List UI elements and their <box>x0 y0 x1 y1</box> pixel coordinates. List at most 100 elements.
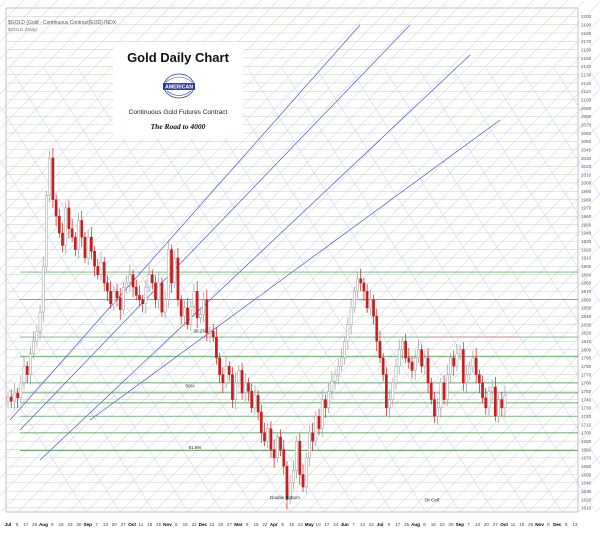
y-tick-label-46: 2070 <box>581 122 592 127</box>
y-tick-label-21: 1820 <box>581 331 592 336</box>
x-tick-label-43: 9 <box>388 522 391 527</box>
candle-body-67 <box>221 374 225 384</box>
candle-body-42 <box>141 299 145 304</box>
fan-line-down-18 <box>417 67 600 358</box>
candle-body-24 <box>83 236 87 259</box>
candle-body-64 <box>211 330 215 338</box>
fan-line-up-58 <box>391 298 600 513</box>
x-tick-label-10: 7 <box>95 522 98 527</box>
candle-body-129 <box>420 349 423 367</box>
candle-body-147 <box>477 374 481 384</box>
x-tick-label-16: 18 <box>147 522 153 527</box>
candle-body-149 <box>484 397 488 409</box>
candle-body-57 <box>189 305 193 325</box>
x-tick-label-17: 25 <box>156 522 162 527</box>
y-tick-label-50: 2110 <box>581 89 591 94</box>
x-tick-label-19: 8 <box>175 522 178 527</box>
y-tick-label-12: 1730 <box>581 406 592 411</box>
candle-body-100 <box>327 390 330 409</box>
x-tick-label-33: 22 <box>298 522 304 527</box>
fan-line-up-49 <box>238 140 600 513</box>
candle-body-116 <box>378 340 382 359</box>
candle-body-80 <box>263 432 266 442</box>
y-tick-label-41: 2020 <box>581 164 592 169</box>
candle-body-2 <box>13 392 16 402</box>
candle-body-18 <box>64 207 68 246</box>
candle-body-0 <box>6 396 10 403</box>
candle-body-85 <box>279 436 282 450</box>
x-tick-label-59: 25 <box>528 522 534 527</box>
fan-line-up-55 <box>340 245 600 513</box>
candle-body-112 <box>365 290 369 309</box>
candle-body-126 <box>410 361 414 371</box>
candle-body-66 <box>218 357 221 375</box>
y-tick-label-51: 2120 <box>581 81 592 86</box>
x-tick-label-40: 14 <box>360 522 366 527</box>
x-tick-label-64: 13 <box>572 522 578 527</box>
x-tick-label-38: Jun <box>341 522 349 527</box>
candle-body-30 <box>102 261 106 284</box>
candle-body-10 <box>38 311 42 332</box>
candle-body-19 <box>67 207 71 230</box>
fan-line-up-5 <box>0 0 11 512</box>
candle-body-143 <box>465 374 468 384</box>
x-tick-label-12: 20 <box>112 522 118 527</box>
fan-dark-line-2 <box>39 54 471 461</box>
y-tick-label-24: 1850 <box>581 306 592 311</box>
y-tick-label-42: 2030 <box>581 156 592 161</box>
candle-body-110 <box>359 278 363 284</box>
candle-body-59 <box>195 290 199 319</box>
y-tick-label-17: 1780 <box>581 364 592 369</box>
candle-body-102 <box>333 374 337 382</box>
fan-dark-line-0 <box>9 24 361 421</box>
y-tick-label-43: 2040 <box>581 147 592 152</box>
x-tick-label-35: 10 <box>316 522 322 527</box>
candle-body-25 <box>86 236 90 259</box>
candle-body-97 <box>317 415 321 429</box>
x-tick-label-56: Oct <box>500 522 508 527</box>
fan-line-down-1 <box>0 321 121 513</box>
x-tick-label-28: 15 <box>254 522 260 527</box>
fan-line-up-54 <box>323 228 600 513</box>
fan-line-up-14 <box>0 0 143 147</box>
fan-line-up-35 <box>0 0 500 513</box>
y-tick-label-1: 1620 <box>581 497 592 502</box>
fan-line-up-26 <box>0 0 347 357</box>
candle-body-20 <box>70 228 74 238</box>
chart-title: Gold Daily Chart <box>127 50 229 65</box>
fan-line-up-64 <box>493 402 600 513</box>
title-box: Gold Daily Chart AMERICAN Continuous Gol… <box>113 42 243 139</box>
x-tick-label-47: 9 <box>423 522 426 527</box>
candle-body-76 <box>250 390 254 409</box>
candle-body-55 <box>183 307 186 317</box>
candle-body-33 <box>112 290 116 304</box>
x-tick-label-20: 15 <box>183 522 189 527</box>
y-tick-label-9: 1700 <box>581 431 592 436</box>
candle-body-83 <box>272 449 276 459</box>
fan-line-up-63 <box>476 385 600 513</box>
x-tick-label-34: May <box>305 522 314 527</box>
y-tick-label-7: 1680 <box>581 447 592 452</box>
fan-dark-line-3 <box>89 119 501 421</box>
y-tick-label-27: 1880 <box>581 281 592 286</box>
candle-body-154 <box>500 399 504 409</box>
y-tick-label-14: 1750 <box>581 389 592 394</box>
candle-body-136 <box>442 382 446 400</box>
candle-body-78 <box>256 395 260 413</box>
y-tick-label-54: 2150 <box>581 56 592 61</box>
candle-body-113 <box>368 299 372 309</box>
candle-body-47 <box>157 282 161 300</box>
candle-body-93 <box>304 457 308 488</box>
candle-body-148 <box>481 382 484 399</box>
candle-body-88 <box>288 482 292 500</box>
fan-line-up-51 <box>272 175 600 513</box>
candle-body-43 <box>144 286 148 304</box>
fan-line-down-21 <box>519 67 600 196</box>
candle-body-69 <box>227 365 231 375</box>
x-tick-label-15: 11 <box>139 522 144 527</box>
candle-body-105 <box>343 340 347 359</box>
fan-line-up-40 <box>85 0 585 513</box>
x-tick-label-49: 23 <box>440 522 446 527</box>
candle-body-50 <box>166 249 170 300</box>
